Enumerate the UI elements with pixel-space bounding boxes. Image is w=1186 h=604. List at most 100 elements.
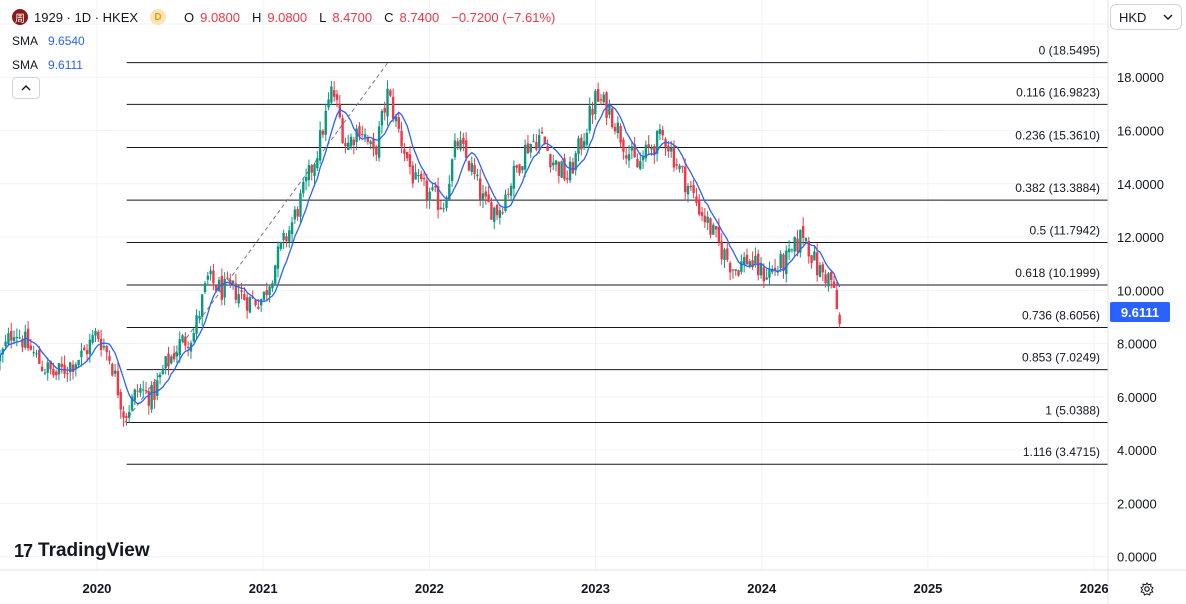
candle-body [462, 137, 465, 145]
candle-body [403, 149, 406, 154]
candle-body [184, 336, 187, 346]
candle-body [594, 91, 597, 114]
candle-body [518, 164, 521, 174]
candle-body [15, 336, 19, 339]
candle-body [217, 279, 221, 292]
candle-body [824, 274, 827, 284]
candle-body [580, 137, 583, 150]
candle-body [43, 372, 47, 374]
candle-body [133, 389, 136, 401]
candle-body [487, 194, 490, 203]
candle-body [456, 141, 459, 147]
candle-body [493, 207, 496, 222]
change-value: −0.7200 (−7.61%) [451, 9, 556, 25]
candle-body [577, 138, 580, 155]
candle-body [130, 396, 134, 411]
candle-body [602, 94, 605, 103]
candle-body [832, 281, 836, 288]
candle-body [616, 122, 620, 134]
brand-name: TradingView [38, 540, 150, 561]
candle-body [414, 172, 417, 180]
candle-body [97, 331, 100, 339]
candle-body [144, 390, 148, 392]
candle-body [69, 362, 72, 373]
candle-body [818, 265, 822, 277]
candle-body [712, 224, 715, 235]
candle-body [347, 142, 350, 150]
candle-body [790, 249, 794, 251]
candle-body [377, 126, 381, 158]
symbol-logo-icon[interactable]: 周 [12, 9, 28, 25]
candle-body [821, 264, 825, 273]
candle-body [125, 415, 128, 419]
candle-body [156, 380, 159, 396]
candle-body [212, 270, 215, 284]
fibonacci-retracement[interactable]: 0 (18.5495) 0.116 (16.9823) 0.236 (15.3610… [124, 44, 1108, 465]
candle-body [641, 156, 645, 161]
candle-body [588, 106, 591, 131]
sma-legend-1[interactable]: SMA 9.6540 [12, 34, 85, 48]
fib-level-label: 0.236 (15.3610) [1015, 129, 1100, 143]
candle-body [150, 385, 153, 410]
sma-legend-2[interactable]: SMA 9.6111 [12, 58, 83, 72]
tradingview-logo[interactable]: 17 TradingView [14, 540, 150, 562]
candle-body [773, 267, 777, 271]
candle-body [695, 196, 698, 203]
symbol-title[interactable]: 1929 · 1D · HKEX [34, 9, 139, 25]
candle-body [116, 370, 120, 396]
candle-body [771, 269, 774, 273]
candle-body [835, 290, 839, 310]
candle-body [599, 99, 603, 101]
high-value: 9.0800 [267, 9, 308, 25]
collapse-legend-button[interactable] [12, 77, 40, 99]
time-tick-label: 2025 [913, 581, 942, 596]
data-status-badge[interactable]: D [150, 9, 167, 25]
candle-body [801, 226, 805, 238]
settings-button[interactable] [1138, 580, 1156, 598]
candle-body [405, 151, 409, 159]
candle-body [10, 330, 13, 341]
candle-body [627, 154, 631, 161]
candle-body [692, 185, 695, 194]
candle-body [428, 191, 431, 201]
candle-body [105, 346, 108, 353]
candle-body [285, 236, 288, 242]
candle-body [723, 249, 726, 260]
candle-body [484, 191, 488, 197]
candle-body [481, 193, 485, 201]
candle-body [445, 199, 448, 209]
candle-body [540, 131, 544, 134]
candle-body [136, 390, 139, 392]
candle-body [554, 160, 558, 165]
candle-body [512, 165, 516, 189]
candle-body [35, 353, 38, 355]
candle-body [552, 162, 555, 166]
candle-body [470, 163, 473, 172]
candle-body [782, 254, 785, 271]
sma-line [0, 103, 841, 405]
sma-label: SMA [12, 34, 39, 48]
candle-body [787, 248, 791, 253]
candle-body [613, 126, 617, 132]
candle-body [88, 339, 92, 355]
candle-body [316, 158, 319, 169]
candle-body [313, 164, 316, 176]
candle-body [167, 353, 170, 367]
currency-selector[interactable]: HKD [1110, 4, 1182, 30]
candle-body [380, 111, 384, 126]
candle-body [60, 363, 63, 368]
candle-body [153, 381, 156, 400]
candle-body [464, 140, 468, 158]
candle-body [108, 356, 111, 361]
candle-body [684, 166, 687, 193]
candle-body [838, 314, 841, 324]
price-tick-label: 16.0000 [1117, 124, 1164, 139]
candle-body [361, 134, 364, 136]
candle-body [237, 294, 240, 304]
candle-body [262, 291, 266, 300]
price-tick-label: 12.0000 [1117, 230, 1164, 245]
candle-body [672, 146, 676, 168]
candle-body [436, 186, 440, 210]
